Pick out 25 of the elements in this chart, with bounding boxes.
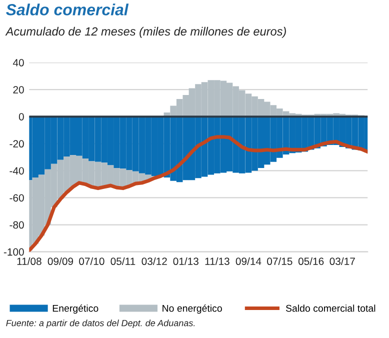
x-tick-label: 09/14 [236,257,262,266]
chart-title: Saldo comercial [6,4,129,16]
x-tick-label: 05/16 [298,257,324,266]
y-tick-label: -80 [10,221,24,229]
y-tick-label: -100 [4,248,24,256]
x-tick-label: 11/13 [205,257,230,266]
y-tick-label: 20 [13,86,24,94]
x-tick-label: 03/17 [330,257,355,266]
chart-subtitle: Acumulado de 12 meses (miles de millones de euros) [5,26,286,38]
x-tick-label: 01/13 [173,257,198,266]
y-tick-label: -40 [10,167,24,175]
x-tick-label: 07/10 [79,257,104,266]
y-tick-label: 40 [12,59,24,66]
y-tick-label: -60 [10,194,24,202]
x-tick-label: 11/08 [17,257,42,266]
x-tick-label: 05/11 [110,257,136,266]
legend-label: No energético [162,304,222,314]
x-tick-label: 09/09 [48,257,74,266]
x-tick-label: 03/12 [142,257,167,266]
legend-label: Energético [52,304,98,314]
source-note: Fuente: a partir de datos del Dept. de Aduanas. [6,320,195,328]
y-tick-label: 0 [18,113,24,120]
y-tick-label: -20 [10,140,24,148]
x-tick-label: 07/15 [267,257,292,266]
legend-label: Saldo comercial total [286,304,376,312]
